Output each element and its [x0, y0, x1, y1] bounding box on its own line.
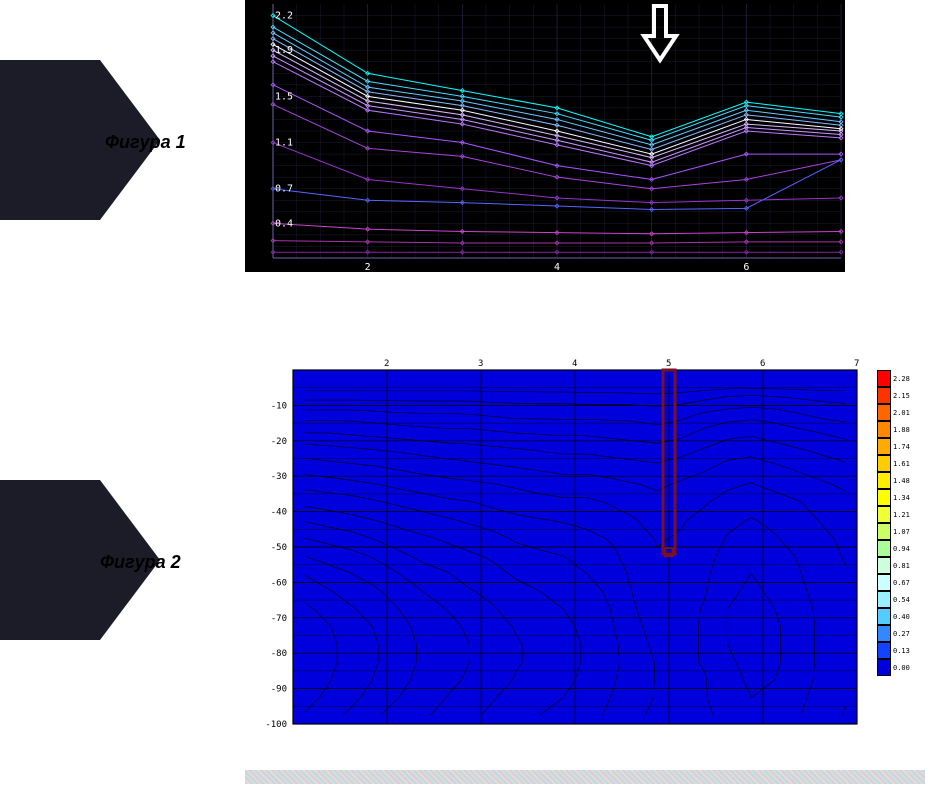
- svg-text:-50: -50: [271, 543, 287, 553]
- figure2-label: Фигура 2: [100, 552, 181, 573]
- svg-text:5: 5: [666, 359, 671, 369]
- svg-text:4: 4: [572, 359, 577, 369]
- pentagon-marker-1: [0, 60, 100, 220]
- noise-strip: [245, 770, 925, 784]
- svg-text:6: 6: [760, 359, 765, 369]
- svg-text:7: 7: [854, 359, 859, 369]
- figure1-label: Фигура 1: [105, 132, 186, 153]
- svg-text:-10: -10: [271, 401, 287, 411]
- svg-text:4: 4: [554, 262, 560, 272]
- figure2-chart: 2 3 4 5 6 7 -10 -20 -30 -40 -50 -60 -70 -80 -90 -100 2.…: [245, 352, 925, 732]
- svg-text:1.9: 1.9: [275, 45, 293, 56]
- svg-text:-70: -70: [271, 614, 287, 624]
- svg-text:0.4: 0.4: [275, 218, 293, 229]
- svg-text:1.5: 1.5: [275, 91, 293, 102]
- svg-text:2: 2: [365, 262, 371, 272]
- figure1-chart: 2.2 1.9 1.5 1.1 0.7 0.4 2 4 6: [245, 0, 845, 272]
- svg-text:-90: -90: [271, 685, 287, 695]
- svg-text:1.1: 1.1: [275, 138, 293, 149]
- svg-text:-30: -30: [271, 472, 287, 482]
- svg-text:-60: -60: [271, 578, 287, 588]
- svg-text:6: 6: [743, 262, 749, 272]
- svg-text:-80: -80: [271, 649, 287, 659]
- svg-text:-40: -40: [271, 508, 287, 518]
- svg-text:0.7: 0.7: [275, 184, 293, 195]
- figure2-colorbar: 2.282.152.011.881.741.611.481.341.211.07…: [877, 370, 925, 676]
- pentagon-marker-2: [0, 480, 100, 640]
- svg-text:-20: -20: [271, 437, 287, 447]
- svg-text:3: 3: [478, 359, 483, 369]
- svg-text:-100: -100: [265, 720, 287, 730]
- svg-text:2.2: 2.2: [275, 11, 293, 22]
- svg-text:2: 2: [384, 359, 389, 369]
